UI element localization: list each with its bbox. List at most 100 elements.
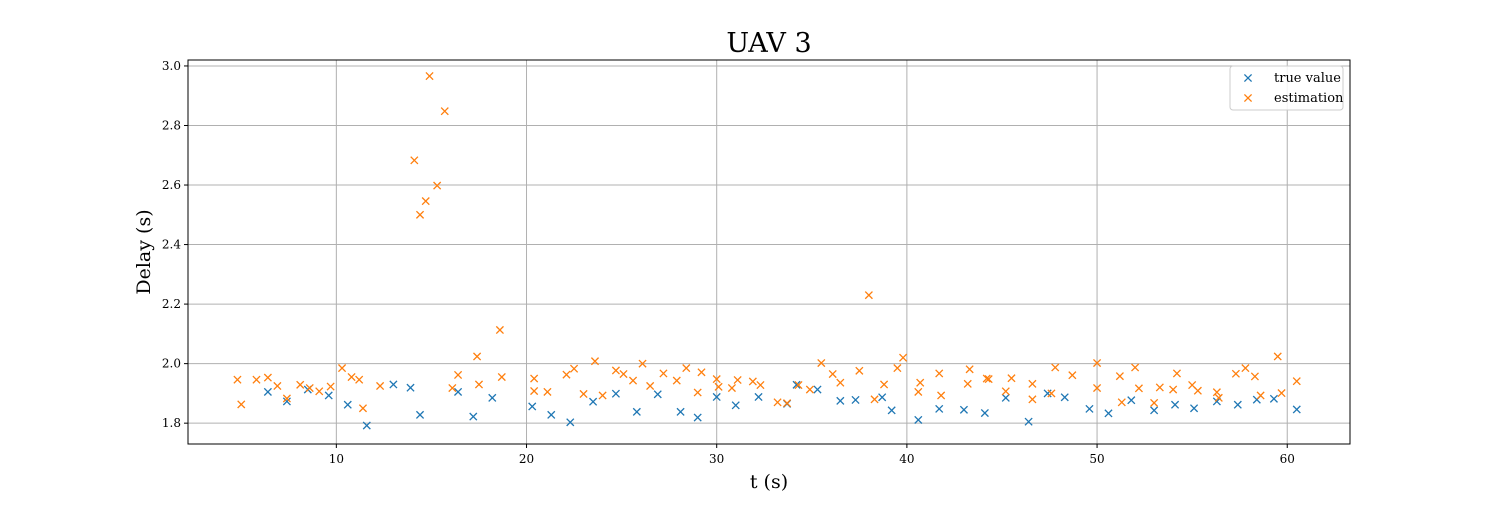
data-point (1085, 404, 1094, 413)
data-point (1007, 374, 1016, 383)
data-point (1241, 364, 1250, 373)
y-tick-label: 3.0 (162, 59, 181, 73)
y-tick-label: 2.0 (162, 357, 181, 371)
data-point (1028, 395, 1037, 404)
data-point (712, 375, 721, 384)
data-point (851, 395, 860, 405)
data-point (756, 381, 765, 390)
data-point (1193, 386, 1202, 395)
data-point (237, 400, 246, 409)
data-point (1127, 396, 1136, 405)
data-point (440, 107, 449, 116)
data-point (355, 375, 364, 384)
data-point (562, 370, 571, 379)
data-point (1093, 383, 1102, 393)
data-point (864, 291, 873, 300)
data-point (935, 369, 944, 378)
data-point (296, 380, 305, 389)
axis-ticks: 10 20 30 40 50 60 1.8 2.0 2.2 2.4 2.6 2.8 3.0 (162, 59, 1295, 466)
data-point (783, 399, 792, 408)
data-points (233, 72, 1301, 430)
data-point (566, 418, 575, 427)
data-point (1189, 404, 1199, 413)
data-point (1104, 409, 1113, 418)
data-point (914, 415, 923, 424)
data-point (731, 401, 740, 410)
data-point (794, 381, 803, 390)
series-estimation (233, 72, 1301, 413)
data-point (326, 382, 335, 391)
data-point (305, 383, 314, 393)
data-point (1028, 379, 1037, 388)
legend: true value estimation (1229, 65, 1344, 111)
data-point (1001, 393, 1010, 402)
data-point (347, 372, 356, 382)
data-point (410, 156, 419, 165)
data-point (712, 392, 721, 402)
data-point (233, 375, 242, 384)
data-point (676, 407, 685, 416)
data-point (836, 378, 845, 387)
y-tick-label: 2.4 (162, 238, 181, 252)
data-point (1269, 394, 1278, 403)
x-axis-label: t (s) (750, 471, 788, 493)
data-point (1233, 400, 1242, 409)
data-point (828, 369, 837, 379)
data-point (611, 389, 620, 398)
data-point (813, 385, 822, 394)
data-point (473, 352, 482, 361)
x-tick-label: 10 (329, 452, 344, 466)
data-point (1024, 417, 1033, 426)
legend-marker-glyph (1243, 73, 1253, 83)
data-point (935, 404, 944, 413)
data-point (252, 375, 261, 384)
data-point (727, 383, 736, 393)
data-point (1001, 387, 1010, 396)
data-point (697, 368, 706, 377)
chart-title: UAV 3 (726, 28, 811, 59)
data-point (748, 377, 757, 386)
data-point (672, 376, 681, 385)
data-point (1231, 369, 1240, 378)
data-point (879, 380, 889, 389)
legend-label-estimation: estimation (1274, 91, 1344, 106)
data-point (453, 370, 463, 379)
legend-label-true-value: true value (1274, 71, 1341, 86)
data-point (1256, 391, 1265, 400)
data-point (453, 387, 463, 396)
data-point (1172, 369, 1181, 378)
data-point (878, 393, 887, 402)
data-point (836, 396, 845, 405)
data-point (792, 380, 801, 389)
data-point (773, 398, 782, 407)
data-point (376, 381, 385, 391)
data-point (1292, 377, 1301, 386)
data-point (488, 393, 497, 402)
data-point (1117, 398, 1126, 407)
data-point (1170, 400, 1180, 409)
data-point (714, 382, 723, 391)
x-tick-label: 20 (519, 452, 534, 466)
data-point (362, 421, 371, 430)
x-tick-label: 40 (899, 452, 914, 466)
plot-frame (187, 59, 1351, 445)
data-point (1150, 406, 1159, 415)
data-point (1155, 383, 1164, 392)
data-point (754, 392, 763, 402)
data-point (1169, 385, 1178, 394)
data-point (324, 391, 333, 400)
data-point (965, 365, 974, 374)
data-point (1068, 371, 1077, 380)
data-point (589, 397, 598, 406)
data-point (959, 405, 968, 414)
y-tick-label: 1.8 (162, 416, 181, 430)
x-tick-label: 30 (709, 452, 724, 466)
data-point (638, 359, 647, 368)
data-point (1292, 405, 1301, 414)
x-tick-label: 50 (1089, 452, 1104, 466)
data-point (469, 412, 478, 421)
data-point (632, 407, 641, 416)
y-tick-label: 2.6 (162, 178, 181, 192)
data-point (887, 406, 896, 415)
